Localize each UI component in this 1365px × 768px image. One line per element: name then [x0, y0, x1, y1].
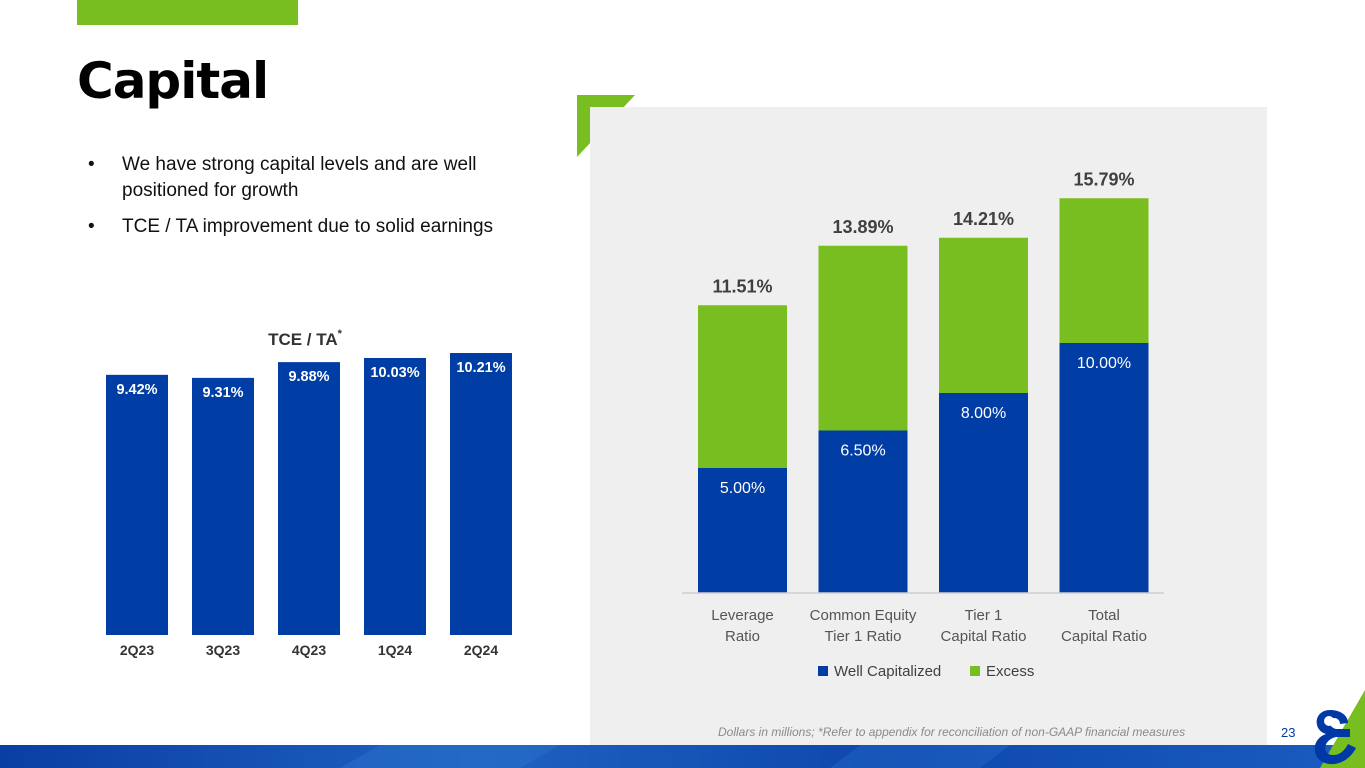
tce-category-label: 3Q23	[206, 642, 240, 658]
footnote: Dollars in millions; *Refer to appendix …	[718, 725, 1186, 739]
tce-category-label: 2Q23	[120, 642, 154, 658]
capital-category-label: Ratio	[725, 628, 760, 645]
excess-bar-segment	[1059, 198, 1149, 343]
tce-bar-value-label: 9.42%	[116, 382, 157, 398]
well-capitalized-bar-segment	[818, 430, 908, 593]
capital-category-label: Tier 1 Ratio	[825, 628, 902, 645]
legend-label: Excess	[986, 663, 1034, 680]
bullet-glyph: •	[88, 216, 95, 237]
page-number: 23	[1281, 725, 1296, 740]
total-value-label: 11.51%	[712, 276, 772, 296]
bullet-text: We have strong capital levels and are we…	[122, 154, 477, 201]
well-capitalized-value-label: 5.00%	[720, 480, 765, 497]
well-capitalized-bar-segment	[698, 468, 787, 593]
tce-bar	[364, 357, 426, 635]
tce-category-label: 4Q23	[292, 642, 326, 658]
excess-bar-segment	[698, 305, 787, 468]
well-capitalized-value-label: 8.00%	[961, 405, 1006, 422]
capital-category-label: Capital Ratio	[1061, 628, 1147, 645]
total-value-label: 13.89%	[832, 217, 893, 237]
legend-swatch	[970, 666, 980, 676]
bullet-text: TCE / TA improvement due to solid earnin…	[122, 216, 494, 237]
chart-title-footnote-marker: *	[338, 328, 343, 340]
capital-category-label: Capital Ratio	[941, 628, 1027, 645]
tce-bar	[278, 362, 340, 635]
well-capitalized-bar-segment	[939, 393, 1028, 593]
top-accent-bar	[77, 0, 298, 25]
well-capitalized-value-label: 10.00%	[1077, 355, 1131, 372]
tce-ta-chart: TCE / TA* 9.42% 2Q23 9.31% 3Q23 9.88% 4Q23 10.…	[106, 328, 512, 658]
well-capitalized-value-label: 6.50%	[840, 443, 885, 460]
capital-ratios-chart: 5.00% 11.51% Leverage Ratio 6.50% 13.89% Commo…	[682, 169, 1164, 680]
total-value-label: 14.21%	[953, 209, 1014, 229]
excess-bar-segment	[818, 245, 908, 431]
legend-swatch	[818, 666, 828, 676]
tce-category-label: 2Q24	[464, 642, 498, 658]
capital-category-label: Leverage	[711, 607, 774, 624]
total-value-label: 15.79%	[1073, 169, 1134, 189]
bullet-item: • TCE / TA improvement due to solid earni…	[88, 214, 558, 240]
tce-category-label: 1Q24	[378, 642, 412, 658]
tce-bar	[192, 377, 254, 635]
chart-title-text: TCE / TA	[268, 330, 338, 349]
chart-title: TCE / TA*	[268, 328, 343, 349]
capital-category-label: Tier 1	[965, 607, 1003, 624]
capital-category-label: Total	[1088, 607, 1120, 624]
tce-bar-value-label: 10.03%	[370, 365, 419, 381]
capital-category-label: Common Equity	[810, 607, 917, 624]
chart-legend: Well Capitalized Excess	[818, 663, 1034, 680]
excess-bar-segment	[939, 237, 1028, 393]
tce-bar-value-label: 10.21%	[456, 360, 505, 376]
tce-bar	[450, 353, 512, 635]
bullet-list: • We have strong capital levels and are w…	[88, 152, 558, 250]
bullet-glyph: •	[88, 154, 95, 175]
well-capitalized-bar-segment	[1059, 343, 1149, 593]
tce-bar	[106, 374, 168, 635]
bullet-item: • We have strong capital levels and are w…	[88, 152, 558, 204]
bottom-decorative-band	[0, 745, 1365, 768]
tce-bar-value-label: 9.88%	[288, 369, 329, 385]
ampersand-logo-icon	[1314, 690, 1365, 768]
tce-bar-value-label: 9.31%	[202, 385, 243, 401]
page-title: Capital	[77, 52, 269, 110]
legend-label: Well Capitalized	[834, 663, 941, 680]
